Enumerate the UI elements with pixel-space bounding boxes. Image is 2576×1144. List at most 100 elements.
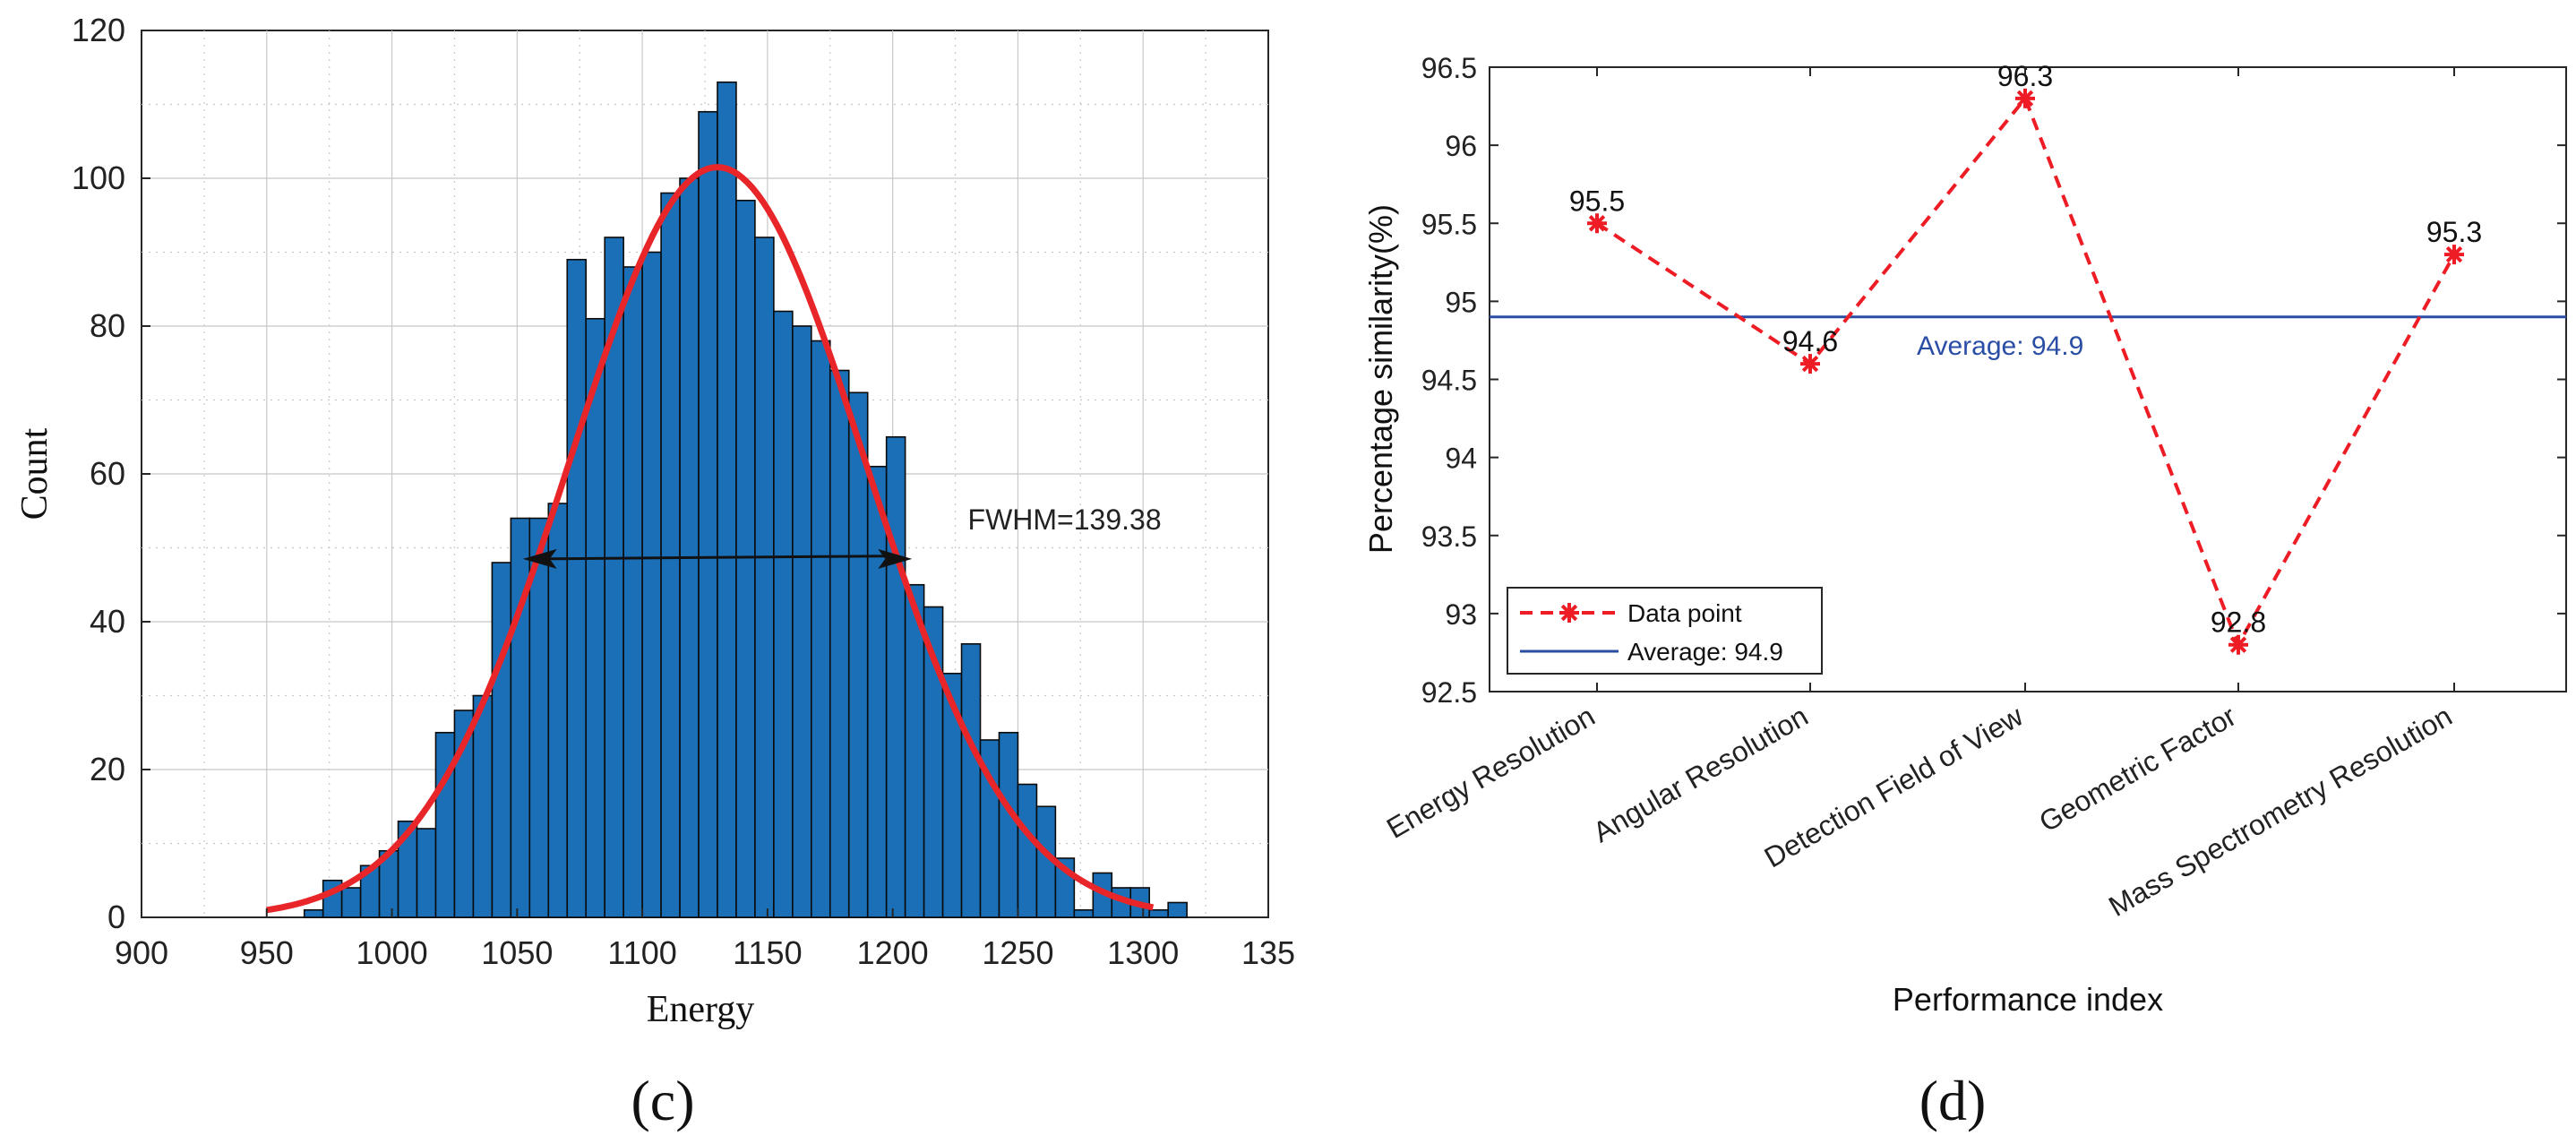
histogram-bar	[566, 258, 588, 918]
similarity-y-axis-label: Percentage similarity(%)	[1362, 204, 1399, 554]
x-tick-label: 135	[1241, 934, 1295, 971]
marker-stroke	[2229, 636, 2247, 653]
y-tick-label: 20	[90, 751, 125, 787]
histogram-bar	[829, 369, 850, 918]
histogram-bar	[660, 192, 681, 918]
y-tick-label: 93.5	[1421, 520, 1477, 553]
x-tick-label: 1100	[607, 934, 676, 971]
histogram-bar	[960, 642, 982, 918]
histogram-bar	[303, 908, 324, 918]
x-category-label: Geometric Factor	[2033, 700, 2241, 839]
x-tick-label: 1050	[481, 934, 553, 971]
data-labels: 95.594.696.392.895.3	[1569, 60, 2482, 639]
histogram-bar	[754, 237, 775, 918]
x-category-label: Angular Resolution	[1587, 700, 1813, 848]
histogram-bar	[679, 177, 700, 918]
x-tick-label: 1200	[857, 934, 929, 971]
legend-marker-stroke	[1560, 604, 1578, 622]
x-tick-label: 900	[115, 934, 168, 971]
histogram-x-ticks: 900 950 1000 1050 1100 1150 1200 1250 1300 135	[115, 908, 1295, 971]
histogram-bar	[1148, 908, 1169, 918]
legend-label-average: Average: 94.9	[1627, 638, 1783, 666]
histogram-bar	[773, 310, 794, 918]
marker-stroke	[2445, 245, 2463, 263]
y-tick-label: 40	[90, 603, 125, 640]
y-tick-label: 0	[107, 899, 125, 935]
x-tick-label: 950	[240, 934, 294, 971]
marker-stroke	[1801, 355, 1819, 373]
marker-stroke	[2016, 90, 2034, 108]
y-tick-label: 96.5	[1421, 52, 1477, 84]
histogram-bar	[792, 325, 812, 918]
histogram-bar	[491, 562, 512, 918]
y-tick-label: 60	[90, 455, 125, 492]
x-category-label: Mass Spectrometry Resolution	[2103, 700, 2457, 923]
y-tick-label: 120	[72, 12, 125, 48]
data-point-marker	[2015, 88, 2035, 108]
similarity-x-axis-label: Performance index	[1893, 981, 2163, 1018]
histogram-y-axis-label: Count	[14, 427, 56, 520]
y-tick-label: 93	[1445, 598, 1477, 631]
marker-stroke	[1588, 215, 1606, 232]
data-point-marker	[1800, 354, 1820, 374]
histogram-bar	[1017, 783, 1038, 918]
x-tick-label: 1250	[982, 934, 1053, 971]
y-tick-label: 95	[1445, 286, 1477, 318]
x-tick-label: 1150	[733, 934, 802, 971]
x-category-label: Energy Resolution	[1381, 700, 1600, 845]
histogram-bar	[998, 731, 1019, 918]
data-point-marker	[1587, 213, 1607, 234]
data-markers	[1587, 88, 2464, 655]
histogram-bar	[641, 251, 662, 918]
histogram-bar	[698, 110, 718, 918]
data-point-label: 94.6	[1782, 325, 1838, 357]
histogram-panel: FWHM=139.38 900 950 1000 1050 1100 1150 1200 12…	[14, 12, 1295, 1132]
histogram-bar	[416, 828, 437, 918]
panel-c-caption: (c)	[631, 1069, 694, 1132]
average-label: Average: 94.9	[1917, 331, 2083, 361]
data-point-marker	[2444, 245, 2464, 265]
data-point-marker	[2228, 634, 2248, 655]
fwhm-arrow	[522, 548, 913, 569]
histogram-bar	[623, 266, 643, 918]
panel-d-caption: (d)	[1919, 1069, 1987, 1132]
histogram-bar	[735, 199, 756, 918]
x-tick-label: 1000	[356, 934, 428, 971]
legend-box	[1507, 587, 1823, 675]
histogram-bar	[811, 340, 831, 918]
histogram-bar	[340, 887, 362, 918]
similarity-panel: Average: 94.9 95.594.696.392.895.3 92.59…	[1362, 52, 2567, 1132]
histogram-bar	[866, 465, 888, 918]
legend: Data point Average: 94.9	[1507, 587, 1823, 675]
histogram-x-axis-label: Energy	[647, 989, 755, 1030]
histogram-bar	[847, 391, 869, 918]
y-tick-label: 96	[1445, 130, 1477, 162]
gaussian-fit-curve	[266, 164, 1155, 914]
legend-label-data: Data point	[1627, 599, 1742, 627]
histogram-bar	[717, 81, 737, 918]
y-tick-label: 95.5	[1421, 208, 1477, 240]
y-tick-label: 80	[90, 307, 125, 344]
data-point-label: 95.5	[1569, 185, 1625, 217]
y-tick-label: 94	[1445, 443, 1477, 475]
histogram-bar	[510, 517, 531, 918]
histogram-bar	[1167, 901, 1188, 918]
legend-marker-asterisk	[1559, 603, 1579, 623]
data-point-label: 95.3	[2426, 216, 2482, 248]
fwhm-label: FWHM=139.38	[968, 503, 1162, 536]
histogram-y-ticks: 0 20 40 60 80 100 120	[72, 12, 150, 935]
histogram-bars	[303, 81, 1188, 918]
histogram-bar	[472, 694, 494, 918]
data-series-line	[1595, 94, 2456, 649]
y-tick-label: 94.5	[1421, 365, 1477, 397]
data-point-label: 92.8	[2211, 606, 2266, 639]
fwhm-arrowhead-left	[522, 548, 557, 569]
histogram-bar	[1073, 908, 1095, 918]
similarity-y-ticks: 92.5 93 93.5 94 94.5 95 95.5 96 96.5	[1421, 52, 2566, 709]
x-tick-label: 1300	[1107, 934, 1179, 971]
y-tick-label: 100	[72, 159, 125, 196]
fwhm-arrowhead-right	[878, 548, 913, 569]
histogram-bar	[885, 435, 906, 918]
fwhm-arrow-shaft	[537, 555, 898, 561]
